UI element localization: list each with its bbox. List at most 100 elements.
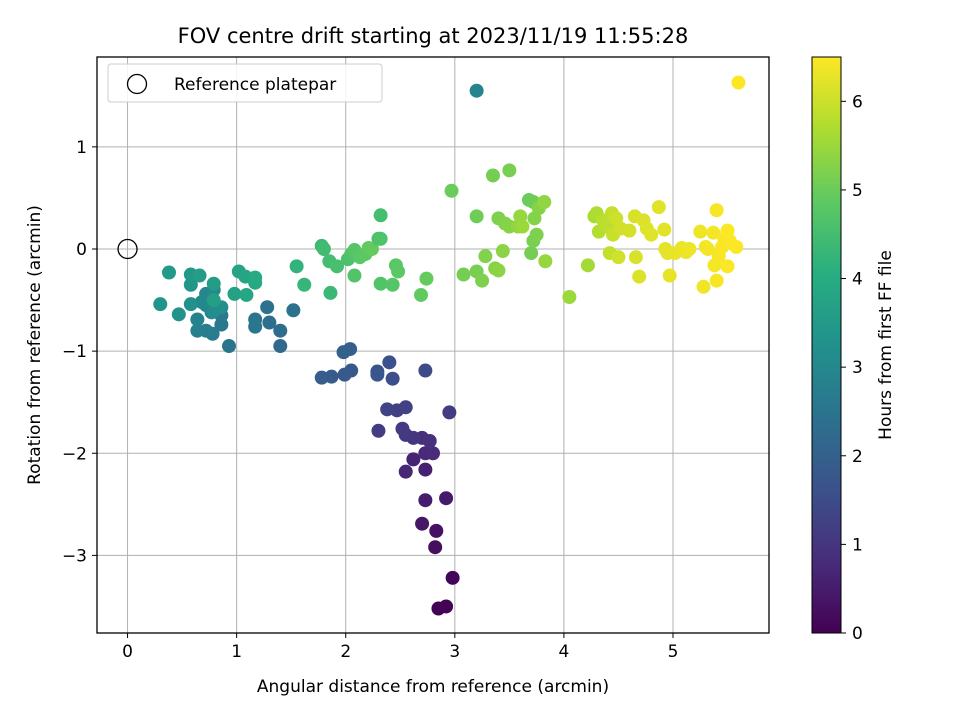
data-point — [323, 285, 338, 300]
colorbar-tick-label: 1 — [852, 535, 863, 555]
data-point — [371, 423, 386, 438]
x-tick-label: 1 — [231, 642, 242, 662]
colorbar-tick-label: 4 — [852, 270, 863, 290]
data-point — [206, 276, 221, 291]
data-point — [316, 242, 331, 256]
data-point — [439, 491, 454, 506]
data-point — [406, 452, 421, 467]
data-point — [194, 295, 209, 310]
x-axis-ticks: 0 1 2 3 4 5 — [122, 633, 678, 662]
plot-area-frame — [96, 56, 770, 634]
data-point — [442, 405, 457, 420]
data-point — [364, 242, 379, 256]
data-point — [419, 271, 434, 286]
data-point — [422, 434, 437, 448]
data-point — [289, 259, 304, 274]
data-point — [709, 273, 724, 288]
data-point — [190, 312, 205, 327]
data-point — [337, 367, 352, 382]
reference-platepar-marker — [117, 238, 138, 260]
data-point — [171, 307, 186, 322]
data-point — [622, 223, 637, 238]
y-axis-ticks: −3 −2 −1 0 1 — [62, 138, 97, 566]
data-point — [415, 516, 430, 531]
data-point — [370, 367, 385, 382]
data-point — [651, 200, 666, 215]
colorbar — [811, 56, 842, 634]
x-tick-label: 2 — [340, 642, 351, 662]
data-point — [395, 421, 410, 436]
colorbar-tick-label: 6 — [852, 92, 863, 112]
data-point — [456, 267, 471, 282]
colorbar-tick-label: 5 — [852, 181, 863, 201]
data-point — [248, 319, 263, 334]
data-point — [183, 297, 198, 312]
chart-title: FOV centre drift starting at 2023/11/19 … — [178, 24, 689, 48]
data-point — [373, 208, 388, 223]
data-point — [696, 279, 711, 294]
data-point — [478, 249, 493, 264]
legend-marker-reference — [126, 73, 148, 95]
data-point — [491, 263, 506, 278]
data-point — [538, 254, 553, 269]
data-point — [239, 287, 254, 302]
data-point — [222, 339, 236, 354]
data-point — [662, 268, 677, 283]
data-point — [426, 446, 440, 461]
data-point — [418, 493, 433, 508]
data-point — [418, 363, 433, 378]
data-point — [385, 371, 400, 386]
data-point — [502, 163, 517, 178]
data-point — [183, 277, 198, 292]
colorbar-tick-label: 3 — [852, 358, 863, 378]
x-tick-label: 0 — [122, 642, 133, 662]
scatter-points — [117, 75, 746, 616]
data-point — [162, 265, 176, 280]
legend-box — [107, 63, 383, 103]
data-point — [693, 224, 708, 239]
data-point — [524, 246, 539, 261]
data-point — [260, 300, 275, 315]
x-tick-label: 5 — [668, 642, 679, 662]
colorbar-tick-label: 0 — [852, 624, 863, 644]
data-point — [439, 599, 454, 614]
data-point — [515, 219, 530, 234]
y-tick-label: −3 — [62, 546, 87, 566]
data-point — [153, 297, 168, 312]
y-axis-label: Rotation from reference (arcmin) — [25, 205, 45, 485]
data-point — [297, 277, 312, 292]
data-point — [644, 227, 659, 242]
data-point — [273, 339, 288, 354]
data-point — [682, 242, 697, 256]
data-point — [562, 290, 577, 304]
data-point — [720, 259, 735, 274]
data-point — [373, 231, 388, 246]
y-tick-label: 1 — [76, 138, 87, 158]
data-point — [382, 355, 397, 370]
data-point — [429, 523, 444, 538]
data-point — [632, 269, 647, 284]
data-point — [729, 239, 744, 254]
data-point — [190, 323, 205, 338]
legend: Reference platepar — [107, 63, 383, 103]
y-tick-label: −2 — [62, 444, 87, 464]
x-tick-label: 3 — [449, 642, 460, 662]
grid-lines — [97, 57, 769, 633]
data-point — [398, 464, 413, 479]
data-point — [611, 250, 626, 265]
data-point — [248, 270, 263, 285]
data-point — [731, 75, 746, 90]
colorbar-tick-label: 2 — [852, 447, 863, 467]
data-point — [537, 195, 552, 210]
data-point — [706, 225, 721, 240]
data-point — [445, 570, 460, 585]
data-point — [330, 259, 344, 274]
colorbar-label: Hours from first FF file — [876, 250, 896, 440]
data-point — [336, 345, 351, 360]
data-point — [286, 303, 301, 318]
data-point — [192, 268, 207, 283]
x-tick-label: 4 — [558, 642, 569, 662]
data-point — [657, 222, 672, 237]
data-point — [428, 540, 443, 555]
data-point — [391, 264, 406, 279]
